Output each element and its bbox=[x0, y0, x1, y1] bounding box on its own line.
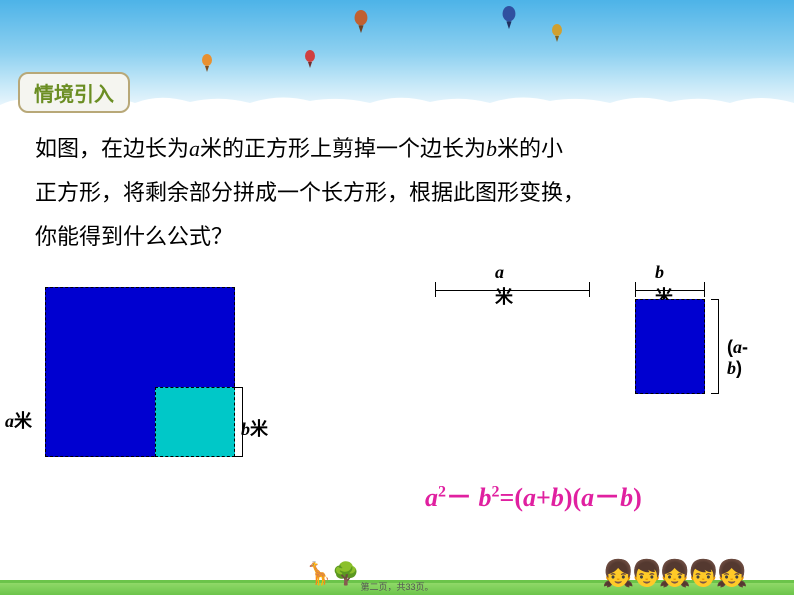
var: a bbox=[581, 483, 594, 512]
op: ) bbox=[633, 483, 642, 512]
content-area: 如图，在边长为a米的正方形上剪掉一个边长为b米的小 正方形，将剩余部分拼成一个长… bbox=[0, 105, 794, 527]
diagram-area: a米 b米 a米 b米 (a-b) a2－ b2=(a bbox=[35, 267, 759, 527]
paren: ) bbox=[736, 358, 742, 378]
formula: a2－ b2=(a+b)(a－b) bbox=[425, 477, 642, 514]
left-diagram bbox=[45, 287, 235, 457]
var: b bbox=[551, 483, 564, 512]
op: － bbox=[594, 483, 620, 512]
var: b bbox=[479, 483, 492, 512]
big-square bbox=[45, 287, 235, 457]
var-a: a bbox=[189, 136, 200, 161]
label-b-left: b米 bbox=[241, 415, 268, 441]
ab-bracket bbox=[711, 299, 719, 394]
var-b: b bbox=[486, 136, 497, 161]
ab-label: (a-b) bbox=[727, 337, 748, 379]
balloon-icon bbox=[200, 54, 214, 72]
rectangle bbox=[635, 299, 705, 394]
section-label-text: 情境引入 bbox=[34, 84, 114, 106]
var: b bbox=[727, 358, 736, 378]
unit: 米 bbox=[495, 287, 513, 307]
sup: 2 bbox=[492, 483, 500, 500]
text: 正方形，将剩余部分拼成一个长方形，根据此图形变换， bbox=[35, 180, 585, 205]
op: - bbox=[742, 337, 748, 357]
var: a bbox=[425, 483, 438, 512]
op: =( bbox=[500, 483, 523, 512]
sup: 2 bbox=[438, 483, 446, 500]
op: )( bbox=[564, 483, 581, 512]
var: a bbox=[733, 337, 742, 357]
footer: 🦒🌳 👧👦👧👦👧 第二页，共33页。 bbox=[0, 557, 794, 595]
page-number: 第二页，共33页。 bbox=[360, 580, 433, 593]
op: － bbox=[446, 483, 479, 512]
bracket-a-label: a米 bbox=[495, 262, 513, 309]
text: 你能得到什么公式？ bbox=[35, 224, 233, 249]
unit: 米 bbox=[14, 411, 32, 431]
balloon-icon bbox=[303, 50, 317, 68]
var: a bbox=[523, 483, 536, 512]
text: 米的小 bbox=[497, 136, 563, 161]
op: + bbox=[536, 483, 551, 512]
section-label: 情境引入 bbox=[18, 72, 130, 113]
var: b bbox=[655, 262, 664, 282]
balloon-icon bbox=[550, 24, 564, 42]
unit: 米 bbox=[250, 419, 268, 439]
label-a-left: a米 bbox=[5, 407, 32, 433]
footer-deco-left: 🦒🌳 bbox=[305, 561, 360, 587]
var: a bbox=[5, 411, 14, 431]
problem-text: 如图，在边长为a米的正方形上剪掉一个边长为b米的小 正方形，将剩余部分拼成一个长… bbox=[35, 127, 759, 259]
text: 米的正方形上剪掉一个边长为 bbox=[200, 136, 486, 161]
var: b bbox=[620, 483, 633, 512]
balloon-icon bbox=[500, 6, 518, 30]
footer-deco-right: 👧👦👧👦👧 bbox=[602, 558, 744, 589]
small-square bbox=[155, 387, 235, 457]
var: b bbox=[241, 419, 250, 439]
balloon-icon bbox=[352, 10, 370, 34]
text: 如图，在边长为 bbox=[35, 136, 189, 161]
var: a bbox=[495, 262, 504, 282]
